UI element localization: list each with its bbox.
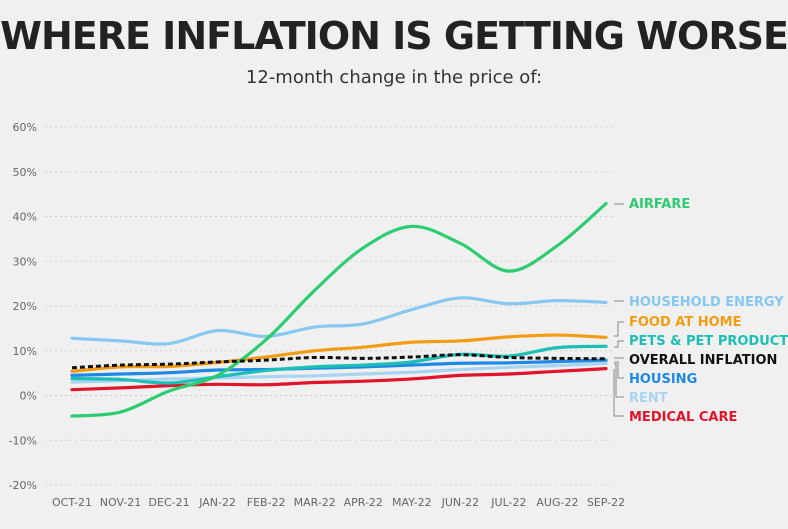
x-axis: OCT-21 NOV-21 DEC-21 JAN-22 FEB-22 MAR-22 APR-…: [52, 496, 625, 509]
x-tick-label: NOV-21: [100, 496, 142, 509]
x-tick-label: APR-22: [344, 496, 383, 509]
series-line-medical-care: [70, 367, 608, 392]
x-tick-label: JUL-22: [490, 496, 526, 509]
series-label: HOUSING: [629, 372, 697, 387]
x-tick-label: FEB-22: [247, 496, 286, 509]
series-label: OVERALL INFLATION: [629, 353, 777, 368]
chart-subtitle: 12-month change in the price of:: [245, 67, 543, 88]
x-tick-label: SEP-22: [587, 496, 625, 509]
y-tick-label: 20%: [13, 300, 37, 313]
y-tick-label: 50%: [13, 166, 37, 179]
grid: [45, 126, 612, 486]
series-line-pets-pet-products: [70, 344, 608, 385]
series-label: AIRFARE: [629, 197, 690, 212]
series-label: HOUSEHOLD ENERGY: [629, 295, 784, 310]
label-leader: [613, 369, 624, 417]
x-tick-label: MAR-22: [294, 496, 336, 509]
y-axis: 60% 50% 40% 30% 20% 10% 0% -10% -20%: [9, 121, 37, 492]
series-label: PETS & PET PRODUCTS: [629, 334, 788, 349]
series-line-rent: [70, 361, 608, 384]
x-tick-label: DEC-21: [149, 496, 190, 509]
y-tick-label: 0%: [20, 390, 37, 403]
series-label: MEDICAL CARE: [629, 410, 737, 425]
series-line-overall-inflation: [71, 353, 607, 370]
label-leader: [614, 340, 624, 348]
series-label: RENT: [629, 391, 668, 406]
y-tick-label: 30%: [13, 255, 37, 268]
x-tick-label: AUG-22: [536, 496, 578, 509]
label-leader: [614, 363, 624, 398]
y-tick-label: 60%: [13, 121, 37, 134]
label-leader: [614, 361, 624, 379]
series-line-airfare: [70, 201, 608, 418]
series-lines: [70, 201, 608, 418]
label-leader: [614, 321, 624, 337]
y-tick-label: -10%: [9, 434, 37, 447]
y-tick-label: 10%: [13, 345, 37, 358]
x-tick-label: MAY-22: [392, 496, 432, 509]
series-line-food-at-home: [70, 333, 608, 373]
x-tick-label: OCT-21: [52, 496, 92, 509]
series-line-housing: [70, 358, 608, 377]
x-tick-label: JAN-22: [198, 496, 236, 509]
y-tick-label: -20%: [9, 479, 37, 492]
x-tick-label: JUN-22: [441, 496, 480, 509]
series-label: FOOD AT HOME: [629, 315, 742, 330]
y-tick-label: 40%: [13, 211, 37, 224]
series-line-household-energy: [70, 296, 608, 346]
chart-title: WHERE INFLATION IS GETTING WORSE: [0, 14, 788, 58]
series-labels: AIRFARE HOUSEHOLD ENERGY FOOD AT HOME PETS …: [613, 197, 788, 425]
